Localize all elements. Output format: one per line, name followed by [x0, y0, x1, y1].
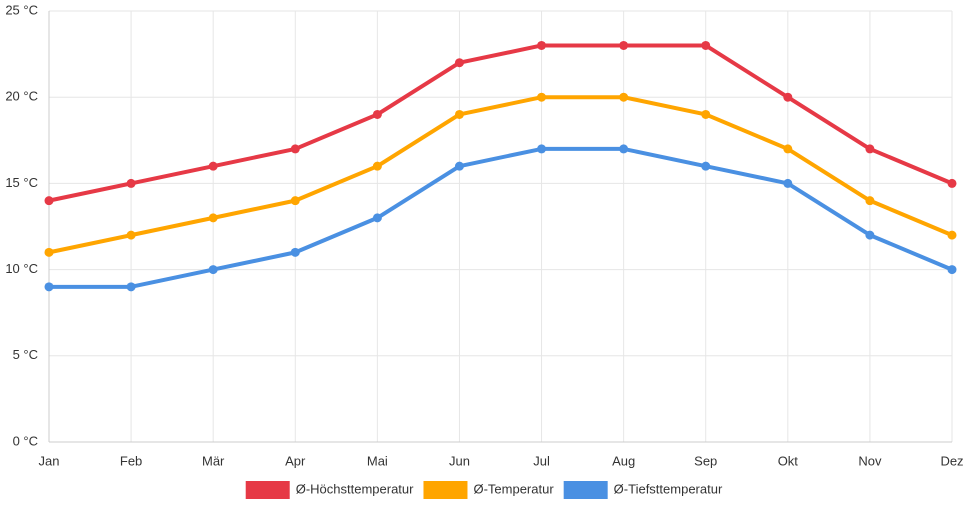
x-tick-label: Jan [39, 453, 60, 468]
data-point[interactable] [208, 265, 218, 275]
data-point[interactable] [865, 196, 875, 206]
data-point[interactable] [208, 213, 218, 223]
y-tick-label: 20 °C [5, 89, 38, 104]
legend-item[interactable]: Ø-Tiefsttemperatur [563, 481, 723, 499]
data-point[interactable] [701, 40, 711, 50]
data-point[interactable] [126, 178, 136, 188]
x-tick-label: Mai [367, 453, 388, 468]
data-point[interactable] [865, 230, 875, 240]
series-line [47, 146, 954, 289]
legend-label: Ø-Höchsttemperatur [296, 481, 414, 496]
y-tick-label: 15 °C [5, 175, 38, 190]
data-point[interactable] [701, 109, 711, 119]
x-tick-label: Aug [612, 453, 635, 468]
data-point[interactable] [44, 282, 54, 292]
y-tick-label: 5 °C [13, 347, 38, 362]
data-point[interactable] [865, 144, 875, 154]
axis-layer: 0 °C 5 °C 10 °C 15 °C 20 °C 25 °C Jan Feb Mär Apr… [5, 2, 963, 468]
data-point[interactable] [44, 247, 54, 257]
x-tick-label: Nov [858, 453, 882, 468]
data-point[interactable] [372, 213, 382, 223]
data-point[interactable] [619, 40, 629, 50]
data-point[interactable] [619, 92, 629, 102]
data-point[interactable] [537, 92, 547, 102]
data-point[interactable] [372, 109, 382, 119]
x-tick-label: Mär [202, 453, 225, 468]
data-point[interactable] [372, 161, 382, 171]
data-point[interactable] [126, 282, 136, 292]
data-point[interactable] [783, 178, 793, 188]
y-tick-label: 25 °C [5, 2, 38, 17]
x-tick-label: Okt [778, 453, 799, 468]
data-point[interactable] [454, 161, 464, 171]
series-line [47, 95, 954, 255]
y-tick-label: 0 °C [13, 433, 38, 448]
data-point[interactable] [947, 178, 957, 188]
series-line [47, 43, 954, 203]
data-point[interactable] [290, 196, 300, 206]
x-tick-label: Sep [694, 453, 717, 468]
data-point[interactable] [701, 161, 711, 171]
legend-swatch [423, 481, 468, 499]
data-point[interactable] [454, 109, 464, 119]
y-tick-label: 10 °C [5, 261, 38, 276]
data-point[interactable] [126, 230, 136, 240]
data-point[interactable] [44, 196, 54, 206]
series-1 [44, 92, 957, 257]
data-point[interactable] [783, 144, 793, 154]
legend: Ø-Höchsttemperatur Ø-Temperatur Ø-Tiefstte… [245, 481, 723, 499]
legend-label: Ø-Tiefsttemperatur [614, 481, 723, 496]
x-tick-label: Dez [940, 453, 963, 468]
legend-item[interactable]: Ø-Höchsttemperatur [245, 481, 414, 499]
legend-label: Ø-Temperatur [473, 481, 554, 496]
x-tick-label: Feb [120, 453, 142, 468]
data-point[interactable] [947, 265, 957, 275]
x-tick-label: Jun [449, 453, 470, 468]
data-point[interactable] [783, 92, 793, 102]
legend-swatch [245, 481, 290, 499]
series-0 [44, 40, 957, 206]
data-point[interactable] [290, 144, 300, 154]
data-point[interactable] [290, 247, 300, 257]
grid-layer [48, 10, 953, 443]
series-2 [44, 144, 957, 292]
legend-swatch [563, 481, 608, 499]
data-point[interactable] [208, 161, 218, 171]
x-tick-label: Apr [285, 453, 306, 468]
data-point[interactable] [947, 230, 957, 240]
data-point[interactable] [537, 40, 547, 50]
legend-item[interactable]: Ø-Temperatur [423, 481, 554, 499]
series-layer [44, 40, 957, 292]
x-tick-label: Jul [533, 453, 550, 468]
data-point[interactable] [454, 58, 464, 68]
data-point[interactable] [619, 144, 629, 154]
data-point[interactable] [537, 144, 547, 154]
